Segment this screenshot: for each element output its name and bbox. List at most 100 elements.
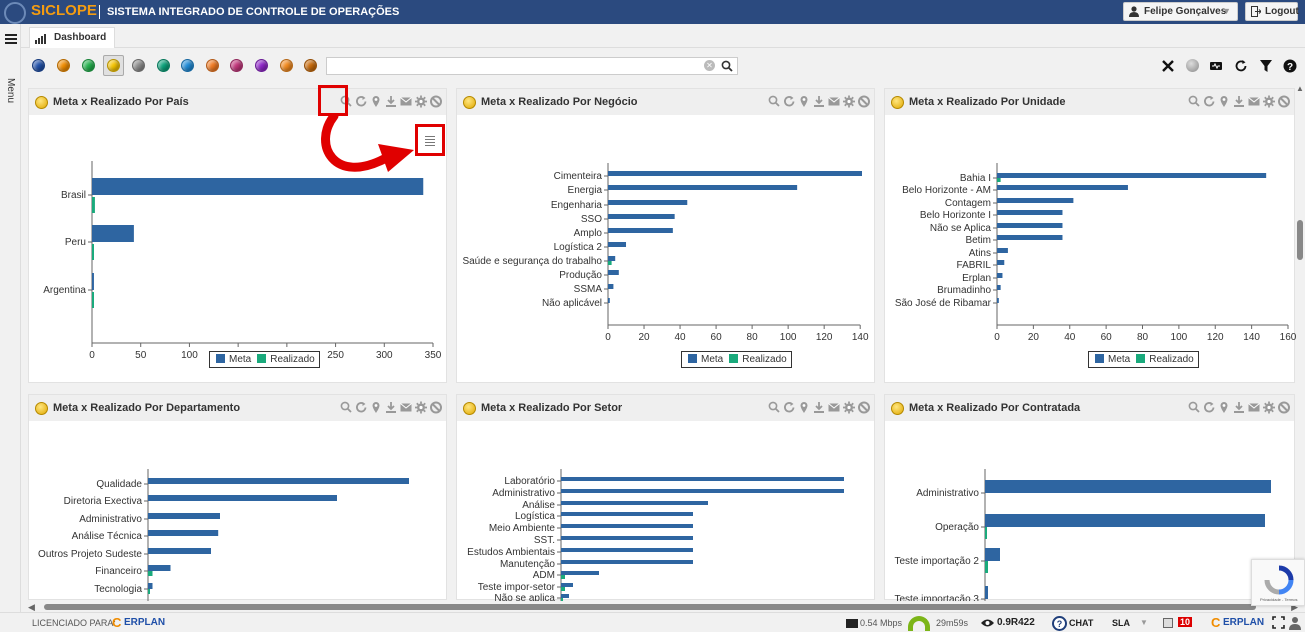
horizontal-scroll-thumb[interactable] [44,604,1256,610]
pin-icon[interactable] [1218,95,1230,108]
legend-realizado-label: Realizado [270,354,315,365]
search-icon[interactable] [721,60,733,72]
recaptcha-badge[interactable]: Privacidade - Termos [1251,559,1305,606]
block-icon[interactable] [858,95,870,108]
download-icon[interactable] [813,401,825,414]
notification-badge[interactable]: 10 [1178,617,1193,627]
search-input[interactable]: ✕ [326,57,738,75]
recaptcha-text[interactable]: Privacidade - Termos [1260,597,1298,602]
download-icon[interactable] [813,95,825,108]
gear-icon[interactable] [843,95,855,108]
block-icon[interactable] [1278,95,1290,108]
status-filter-dot-6[interactable] [157,59,170,72]
category-label: Argentina [43,285,86,296]
close-icon[interactable] [1161,59,1175,73]
hamburger-menu-icon[interactable] [5,34,17,46]
chart-menu-icon[interactable] [423,133,437,147]
search-icon[interactable] [768,95,780,108]
chat-icon[interactable]: ? [1052,616,1067,631]
status-filter-dot-10[interactable] [255,59,268,72]
search-icon[interactable] [340,401,352,414]
category-label: Análise Técnica [72,531,143,542]
mail-icon[interactable] [1248,95,1260,108]
mail-icon[interactable] [400,95,412,108]
search-field[interactable] [327,58,697,74]
scroll-left-icon[interactable]: ◀ [28,602,35,612]
status-filter-dot-2[interactable] [57,59,70,72]
chat-button[interactable]: CHAT [1069,618,1094,628]
download-icon[interactable] [385,95,397,108]
chart-legend[interactable]: Meta Realizado [209,351,320,368]
user-status-icon[interactable] [1289,616,1301,630]
pin-icon[interactable] [798,95,810,108]
menu-label[interactable]: Menu [5,78,16,104]
user-menu-button[interactable]: Felipe Gonçalves ▼ [1123,2,1238,21]
sla-chevron-icon[interactable]: ▼ [1140,618,1148,627]
status-filter-dot-5[interactable] [132,59,145,72]
bar-meta [997,210,1063,215]
refresh-icon[interactable] [1203,95,1215,108]
scroll-up-icon[interactable]: ▲ [1296,84,1304,93]
logout-button[interactable]: Logout [1245,2,1299,21]
filter-icon[interactable] [1259,59,1273,73]
download-icon[interactable] [1233,95,1245,108]
status-filter-dot-8[interactable] [206,59,219,72]
gear-icon[interactable] [415,95,427,108]
horizontal-scrollbar[interactable]: ◀ ▶ [28,601,1298,612]
category-label: Atins [969,248,991,259]
chart-legend[interactable]: Meta Realizado [1088,351,1199,368]
panel-header: Meta x Realizado Por Negócio [457,89,874,115]
gear-icon[interactable] [1263,401,1275,414]
refresh-icon[interactable] [355,95,367,108]
pin-icon[interactable] [1218,401,1230,414]
panel-actions [1188,95,1290,108]
pin-icon[interactable] [370,401,382,414]
scroll-right-icon[interactable]: ▶ [1291,602,1298,612]
vertical-scrollbar[interactable]: ▲ [1295,84,1305,601]
gear-icon[interactable] [1263,95,1275,108]
block-icon[interactable] [1278,401,1290,414]
download-icon[interactable] [1233,401,1245,414]
refresh-icon[interactable] [1203,401,1215,414]
block-icon[interactable] [430,95,442,108]
status-filter-dot-1[interactable] [32,59,45,72]
vertical-scroll-thumb[interactable] [1297,220,1303,260]
x-tick-label: 300 [376,350,393,361]
pin-icon[interactable] [370,95,382,108]
search-icon[interactable] [768,401,780,414]
sla-button[interactable]: SLA [1112,618,1130,628]
mail-icon[interactable] [828,95,840,108]
calendar-icon[interactable] [1163,618,1173,628]
refresh-icon[interactable] [783,401,795,414]
status-filter-dot-4[interactable] [107,59,120,72]
status-filter-dot-7[interactable] [181,59,194,72]
block-icon[interactable] [858,401,870,414]
status-filter-dot-9[interactable] [230,59,243,72]
gray-status-icon[interactable] [1186,59,1199,72]
block-icon[interactable] [430,401,442,414]
status-filter-dot-12[interactable] [304,59,317,72]
refresh-icon[interactable] [783,95,795,108]
mail-icon[interactable] [1248,401,1260,414]
mail-icon[interactable] [828,401,840,414]
download-icon[interactable] [385,401,397,414]
chart-legend[interactable]: Meta Realizado [681,351,792,368]
gear-icon[interactable] [843,401,855,414]
category-label: FABRIL [957,260,992,271]
refresh-icon[interactable] [1234,59,1248,73]
status-filter-dot-3[interactable] [82,59,95,72]
bar-realizado [92,244,94,260]
refresh-icon[interactable] [355,401,367,414]
tab-dashboard[interactable]: Dashboard [29,27,116,48]
mail-icon[interactable] [400,401,412,414]
search-icon[interactable] [1188,401,1200,414]
help-icon[interactable]: ? [1283,59,1297,73]
search-icon[interactable] [1188,95,1200,108]
monitor-icon[interactable] [1209,59,1223,73]
pin-icon[interactable] [798,401,810,414]
status-filter-dot-11[interactable] [280,59,293,72]
clear-search-icon[interactable]: ✕ [704,60,715,71]
fullscreen-icon[interactable] [1272,616,1285,629]
gear-icon[interactable] [415,401,427,414]
category-label: Bahia I [960,173,991,184]
